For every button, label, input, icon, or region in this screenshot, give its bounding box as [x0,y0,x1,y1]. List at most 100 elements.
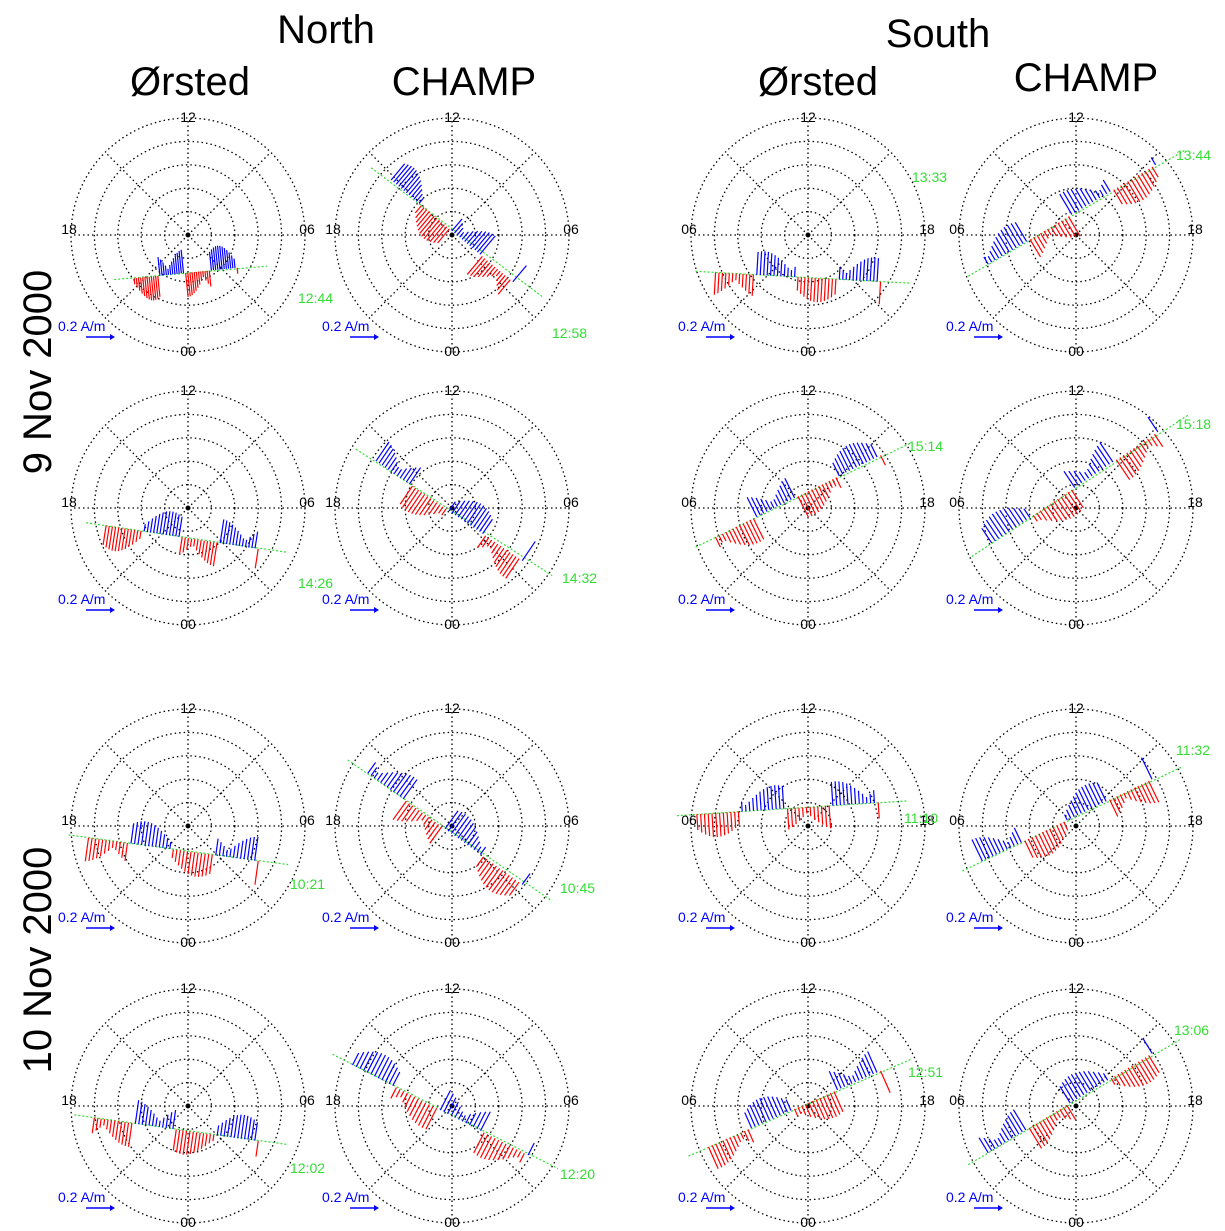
current-vector-red [483,1137,496,1160]
scale-label: 0.2 A/m [678,591,725,607]
current-vector-red [185,272,189,297]
current-vector-blue [162,262,165,276]
current-vector-red [486,266,496,277]
current-vector-red [808,1102,817,1119]
current-vector-blue [229,848,232,858]
current-vector-red [135,530,139,543]
current-vector-blue [222,520,228,544]
current-vector-red [1033,237,1044,254]
current-vector-blue [771,1096,781,1116]
current-vector-red [1126,452,1140,472]
current-vector-blue [1102,1073,1109,1081]
grid-circle [981,140,1171,330]
current-vector-blue [1092,1071,1102,1085]
current-vector-red [1117,1073,1126,1087]
pole-marker [449,823,455,829]
mlt-label-bottom: 00 [444,616,460,632]
current-vector-red [1059,823,1067,836]
current-vector-red [1036,512,1042,521]
current-vector-red [1045,830,1057,852]
current-vector-blue [997,839,1005,852]
current-vector-red [1112,797,1121,813]
grid-spoke [368,424,453,509]
grid-spoke [104,825,189,910]
grid-spoke [807,825,892,910]
current-vector-red [1042,1119,1053,1136]
current-vector-red [124,842,129,862]
current-vector-red [480,863,494,881]
current-vector-blue [1064,1078,1078,1100]
current-vector-blue [460,500,475,520]
current-vector-red [815,1099,826,1120]
grid-spoke [724,742,809,827]
current-vector-red [255,1141,259,1157]
current-vector-blue [229,524,234,545]
current-vector-red [193,272,197,291]
current-vector-blue [852,442,864,465]
current-vector-red [1150,436,1159,447]
current-vector-red [482,264,494,278]
scale-label: 0.2 A/m [58,909,105,925]
scale-arrow-head [998,334,1003,340]
current-vector-blue [472,1111,482,1128]
current-vector-blue [473,841,481,851]
current-vector-blue [1059,1085,1071,1104]
mlt-label-bottom: 00 [1068,343,1084,359]
current-vector-red [1045,1117,1055,1131]
current-vector-blue [410,184,422,198]
header-champ-north: CHAMP [391,60,537,104]
current-vector-blue [210,249,215,271]
current-vector-blue [989,250,996,261]
current-vector-blue [476,511,490,530]
scale-arrow-head [374,1205,379,1211]
current-vector-blue [521,541,536,561]
current-vector-blue [250,836,255,861]
current-vector-red [747,1129,755,1143]
current-vector-red [834,279,837,295]
current-vector-blue [834,781,838,806]
current-vector-red [724,272,727,289]
grid-circle [958,117,1194,353]
current-vector-blue [384,1063,396,1083]
current-vector-blue [983,256,989,265]
current-vector-blue [393,164,409,183]
scale-label: 0.2 A/m [946,909,993,925]
current-vector-red [111,526,117,551]
grid-circle [334,390,570,626]
current-vector-blue [151,1113,155,1127]
current-vector-blue [983,523,996,542]
grid-spoke [724,507,809,592]
current-vector-red [1133,787,1142,803]
current-vector-red [1064,218,1077,238]
current-vector-red [1116,796,1123,809]
current-vector-red [91,1117,95,1134]
current-vector-red [421,1106,434,1128]
mlt-label-left: 06 [949,221,965,237]
current-vector-blue [244,539,248,548]
mlt-label-bottom: 00 [1068,1214,1084,1230]
current-vector-red [825,482,831,493]
current-vector-blue [169,265,172,275]
grid-circle [404,187,500,283]
current-vector-red [209,542,215,566]
current-vector-blue [749,1104,760,1126]
current-vector-red [193,539,196,547]
current-vector-red [822,1096,834,1119]
current-vector-red [829,1092,841,1115]
current-vector-blue [466,230,479,245]
current-vector-blue [450,1101,459,1116]
current-vector-blue [232,527,237,546]
current-vector-red [496,275,506,286]
current-vector-red [726,812,730,834]
current-vector-red [419,498,432,516]
current-vector-red [99,839,104,857]
grid-spoke [104,424,189,509]
current-vector-red [476,535,487,549]
scale-label: 0.2 A/m [322,318,369,334]
current-vector-blue [1142,1037,1153,1054]
current-vector-blue [377,1057,390,1079]
current-vector-blue [852,266,855,281]
grid-spoke [807,424,892,509]
grid-circle [70,390,306,626]
current-vector-blue [1003,508,1017,528]
